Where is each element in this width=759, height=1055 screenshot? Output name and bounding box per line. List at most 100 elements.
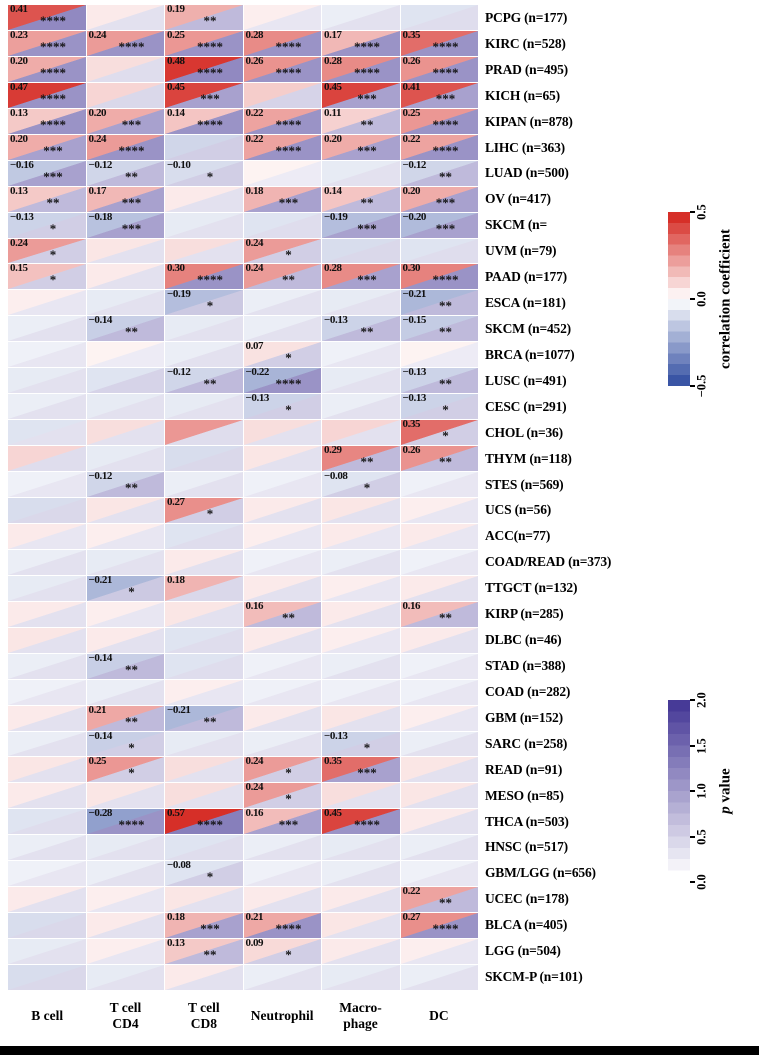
correlation-value-label: 0.20 <box>10 54 28 67</box>
row-label: UCS (n=56) <box>485 502 552 518</box>
significance-stars: ** <box>203 13 217 28</box>
heatmap-cell <box>165 783 243 809</box>
significance-stars: * <box>363 480 371 496</box>
heatmap-cell <box>86 394 164 420</box>
heatmap-cell: 0.26 **** <box>243 55 321 82</box>
correlation-value-label: 0.17 <box>88 184 107 197</box>
correlation-value-label: 0.25 <box>402 106 421 119</box>
correlation-value-label: 0.22 <box>402 885 421 898</box>
row-label: MESO (n=85) <box>485 787 564 803</box>
row-label: SKCM-P (n=101) <box>485 969 583 985</box>
heatmap-cell: −0.08 * <box>322 470 400 497</box>
significance-stars: * <box>206 168 214 184</box>
heatmap-cell: −0.08 * <box>165 859 243 887</box>
significance-stars: **** <box>353 817 380 833</box>
significance-stars: **** <box>118 817 145 833</box>
heatmap-cell <box>8 368 86 394</box>
correlation-value-label: 0.20 <box>402 184 421 197</box>
correlation-value-label: −0.12 <box>88 470 113 483</box>
heatmap-cell <box>243 575 321 601</box>
heatmap-cell <box>165 835 243 861</box>
row-label: GBM/LGG (n=656) <box>485 865 596 881</box>
heatmap-cell: 0.25 **** <box>165 29 243 56</box>
significance-stars: *** <box>200 921 220 937</box>
heatmap-cell <box>400 575 478 601</box>
significance-stars: *** <box>357 142 377 158</box>
heatmap-cell <box>86 238 164 264</box>
heatmap-cell: 0.20 *** <box>400 184 478 212</box>
heatmap-cell <box>165 653 243 679</box>
correlation-value-label: 0.17 <box>324 28 342 41</box>
correlation-value-label: 0.57 <box>167 807 185 820</box>
significance-stars: **** <box>39 38 66 54</box>
heatmap-cell <box>243 731 321 757</box>
correlation-value-label: −0.12 <box>402 158 427 171</box>
heatmap-cell <box>8 757 86 783</box>
heatmap-cell <box>322 653 400 679</box>
significance-stars: **** <box>432 142 459 158</box>
heatmap-cell <box>165 186 243 212</box>
heatmap-cell <box>86 82 164 108</box>
heatmap-cell <box>8 861 86 887</box>
row-label: THCA (n=503) <box>485 813 569 829</box>
heatmap-cell: −0.12 ** <box>165 366 243 394</box>
row-label: PAAD (n=177) <box>485 269 567 285</box>
heatmap-cell <box>86 679 164 705</box>
significance-stars: * <box>442 428 449 444</box>
significance-stars: ** <box>438 609 452 625</box>
heatmap-cell <box>322 705 400 731</box>
significance-stars: * <box>442 402 449 418</box>
column-label: T cell CD8 <box>188 1000 220 1031</box>
correlation-value-label: −0.18 <box>88 210 113 223</box>
correlation-value-label: 0.18 <box>167 911 185 924</box>
colorbar-tick-label: 0.5 <box>694 828 709 845</box>
row-label: STES (n=569) <box>485 476 564 492</box>
heatmap-cell: −0.12 ** <box>400 158 478 186</box>
significance-stars: ** <box>46 194 60 210</box>
correlation-value-label: −0.19 <box>324 210 348 223</box>
row-label: CESC (n=291) <box>485 398 567 414</box>
heatmap-cell <box>8 290 86 316</box>
heatmap-cell <box>8 679 86 705</box>
heatmap-cell <box>8 835 86 861</box>
correlation-value-label: 0.48 <box>167 54 185 67</box>
heatmap-cell: −0.15 ** <box>400 314 478 342</box>
heatmap-cell <box>165 523 243 549</box>
correlation-value-label: −0.13 <box>402 392 427 405</box>
heatmap-cell <box>8 939 86 965</box>
heatmap-cell <box>165 472 243 497</box>
correlation-value-label: 0.18 <box>167 573 185 586</box>
heatmap-cell: 0.14 **** <box>165 107 243 134</box>
colorbar-tick-label: 1.5 <box>694 737 709 754</box>
correlation-value-label: 0.27 <box>402 911 421 924</box>
heatmap-cell: −0.20 *** <box>400 211 478 238</box>
heatmap-cell <box>8 783 86 809</box>
significance-stars: ** <box>124 168 138 184</box>
significance-stars: * <box>206 298 214 314</box>
heatmap-cell <box>243 523 321 549</box>
row-label: TTGCT (n=132) <box>485 580 578 596</box>
significance-stars: **** <box>275 142 302 158</box>
row-label: BRCA (n=1077) <box>485 346 575 362</box>
significance-stars: **** <box>275 116 302 132</box>
correlation-colorbar-title-text: correlation coefficient <box>717 228 734 370</box>
significance-stars: ** <box>438 895 452 911</box>
heatmap-cell: 0.27 **** <box>400 911 478 939</box>
heatmap-cell: −0.21 ** <box>165 704 243 731</box>
correlation-value-label: 0.21 <box>245 911 264 924</box>
significance-stars: **** <box>39 116 66 132</box>
heatmap-cell <box>8 601 86 627</box>
heatmap-cell: 0.25 **** <box>400 106 478 134</box>
correlation-value-label: 0.27 <box>167 496 185 508</box>
heatmap-cell <box>165 887 243 913</box>
row-label: CHOL (n=36) <box>485 424 563 440</box>
correlation-value-label: 0.24 <box>88 28 107 41</box>
correlation-value-label: −0.15 <box>402 314 427 327</box>
correlation-value-label: 0.24 <box>245 781 264 794</box>
heatmap-cell: 0.16 *** <box>243 807 321 835</box>
row-label: KIRC (n=528) <box>485 35 566 51</box>
heatmap-cell <box>165 238 243 264</box>
significance-stars: *** <box>357 272 377 288</box>
heatmap-cell <box>243 446 321 472</box>
colorbar-tick-label: 0.5 <box>694 204 709 220</box>
